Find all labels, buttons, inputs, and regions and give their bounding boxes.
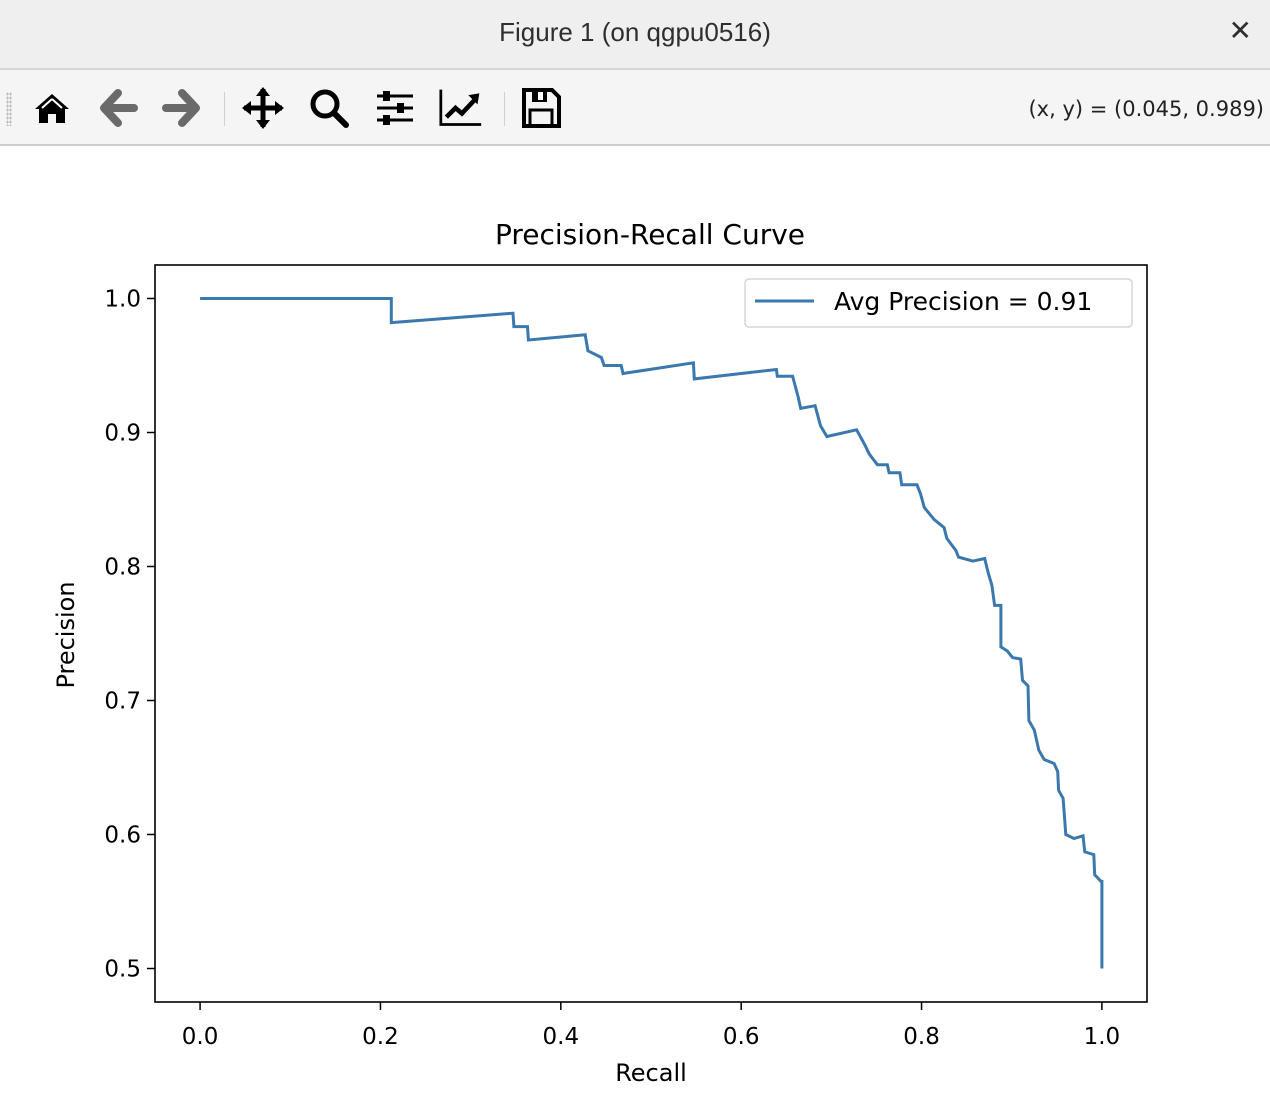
save-button[interactable] [519,86,563,130]
legend-box [744,278,1133,328]
y-tick-label: 0.8 [104,555,141,581]
zoom-button[interactable] [307,86,351,130]
x-tick-label: 0.6 [723,1024,760,1050]
configure-subplots-button[interactable] [373,86,417,130]
window-title: Figure 1 (on qgpu0516) [499,17,771,47]
window-titlebar: Figure 1 (on qgpu0516) ✕ [0,0,1270,70]
x-tick-label: 0.0 [182,1024,219,1050]
pan-button[interactable] [241,86,285,130]
legend-label: Avg Precision = 0.91 [834,287,1092,316]
home-icon [35,94,69,123]
axis-ticks: 0.0 0.2 0.4 0.6 0.8 1.0 0.5 0.6 0.7 0.8 0.9 1.0 [104,287,1120,1051]
axes-frame [154,264,1148,1003]
chart-title: Precision-Recall Curve [495,218,805,251]
series-line [200,297,1104,969]
edit-axes-icon [439,89,482,126]
cursor-coordinates: (x, y) = (0.045, 0.989) [1028,97,1264,121]
x-tick-label: 1.0 [1084,1024,1121,1050]
back-button[interactable] [96,86,140,130]
forward-button[interactable] [160,86,204,130]
x-tick-label: 0.4 [543,1024,580,1050]
legend: Avg Precision = 0.91 [744,278,1133,328]
y-axis-label: Precision [52,581,80,688]
configure-subplots-icon [377,91,413,125]
pan-icon [242,87,284,129]
x-axis-label: Recall [615,1059,687,1087]
home-button[interactable] [30,86,74,130]
y-tick-label: 0.7 [104,689,141,715]
toolbar-separator [504,92,505,126]
x-tick-label: 0.8 [903,1024,940,1050]
x-tick-label: 0.2 [362,1024,399,1050]
figure-canvas[interactable]: Precision-Recall Curve 0.0 0.2 0.4 0.6 0.8 1.… [0,146,1270,1102]
y-tick-label: 1.0 [104,287,141,313]
y-tick-label: 0.6 [104,823,141,849]
back-arrow-icon [100,89,138,127]
save-icon [522,88,561,128]
navigation-toolbar: (x, y) = (0.045, 0.989) [0,70,1270,146]
edit-axes-button[interactable] [439,86,483,130]
y-tick-label: 0.5 [104,957,141,983]
zoom-icon [310,89,349,128]
close-icon[interactable]: ✕ [1228,14,1252,47]
y-tick-label: 0.9 [104,421,141,447]
toolbar-separator [224,92,225,126]
toolbar-grip[interactable] [6,92,12,126]
forward-arrow-icon [162,89,200,127]
